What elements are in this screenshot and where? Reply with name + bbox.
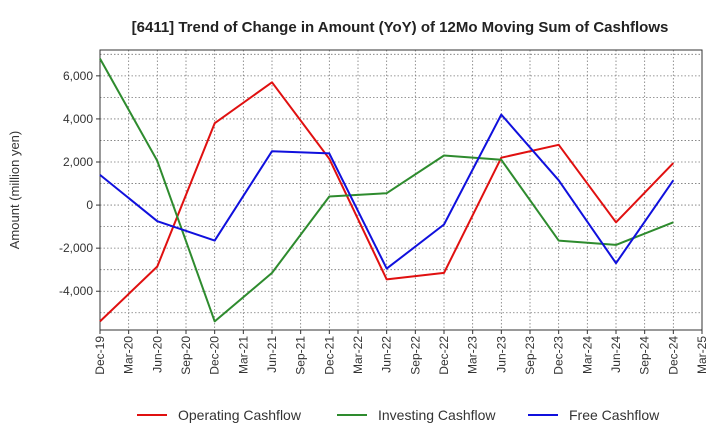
x-tick-label: Jun-24	[609, 336, 623, 373]
y-tick-label: -4,000	[59, 284, 93, 298]
x-tick-label: Dec-23	[552, 336, 566, 375]
free-cashflow-line	[99, 113, 675, 270]
y-tick-label: 6,000	[63, 69, 93, 83]
x-tick-label: Jun-22	[380, 336, 394, 373]
x-tick-label: Jun-20	[150, 336, 164, 373]
x-tick-label: Mar-21	[236, 336, 250, 374]
x-tick-label: Dec-20	[208, 336, 222, 375]
x-tick-label: Dec-24	[666, 336, 680, 375]
x-tick-label: Mar-20	[122, 336, 136, 374]
y-tick-label: -2,000	[59, 241, 93, 255]
plot-frame	[99, 49, 703, 331]
x-tick-label: Mar-23	[466, 336, 480, 374]
x-axis: Dec-19 Mar-20 Jun-20 Sep-20 Dec-20 Mar-21 Jun-…	[93, 330, 709, 375]
x-tick-label: Jun-23	[494, 336, 508, 373]
x-tick-label: Jun-21	[265, 336, 279, 373]
y-tick-label: 0	[86, 198, 93, 212]
series-lines	[99, 58, 675, 323]
x-tick-label: Sep-20	[179, 336, 193, 375]
x-tick-label: Mar-25	[695, 336, 709, 374]
grid	[100, 50, 702, 330]
legend: Operating Cashflow Investing Cashflow Free…	[137, 407, 660, 423]
y-axis: -4,000 -2,000 0 2,000 4,000 6,000	[59, 69, 100, 298]
investing-cashflow-line	[99, 58, 674, 323]
x-tick-label: Mar-24	[580, 336, 594, 374]
x-tick-label: Sep-24	[638, 336, 652, 375]
x-tick-label: Mar-22	[351, 336, 365, 374]
legend-label-investing-cashflow: Investing Cashflow	[378, 407, 496, 423]
legend-label-free-cashflow: Free Cashflow	[569, 407, 660, 423]
operating-cashflow-line	[99, 81, 675, 323]
y-tick-label: 2,000	[63, 155, 93, 169]
chart-title: [6411] Trend of Change in Amount (YoY) o…	[132, 19, 669, 36]
x-tick-label: Sep-22	[408, 336, 422, 375]
x-tick-label: Sep-21	[294, 336, 308, 375]
legend-label-operating-cashflow: Operating Cashflow	[178, 407, 302, 423]
x-tick-label: Dec-19	[93, 336, 107, 375]
x-tick-label: Dec-21	[322, 336, 336, 375]
y-tick-label: 4,000	[63, 112, 93, 126]
y-axis-label: Amount (million yen)	[7, 131, 22, 250]
x-tick-label: Sep-23	[523, 336, 537, 375]
x-tick-label: Dec-22	[437, 336, 451, 375]
